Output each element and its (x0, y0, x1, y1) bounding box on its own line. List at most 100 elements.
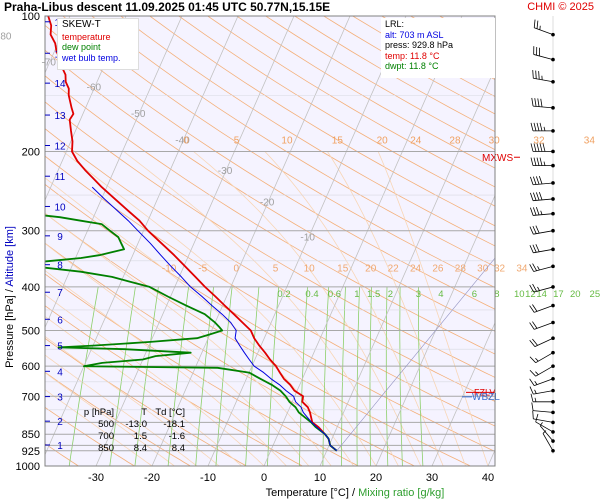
wind-barb (529, 336, 555, 348)
table-row: 700 1.5 -1.6 (76, 431, 188, 443)
isotherm-line (45, 16, 239, 456)
moist-adiabat-label: 28 (455, 263, 467, 274)
pressure-tick-label: 100 (22, 11, 40, 23)
table-cell-td: -18.1 (163, 419, 185, 430)
isotherm-label: -20 (260, 198, 275, 209)
moist-adiabat-label: 10 (304, 263, 316, 274)
x-axis-label-group: Temperature [°C] / Mixing ratio [g/kg] (266, 487, 445, 499)
table-cell-td: 8.4 (171, 443, 185, 454)
wind-barb (529, 303, 555, 313)
wind-barbs (529, 16, 555, 454)
isotherm-line (319, 67, 495, 466)
x-axis-label-sep: / (349, 487, 358, 499)
series-line-temperature (47, 16, 338, 452)
moist-adiabat-line (45, 389, 153, 466)
lrl-dewpoint: dwpt: 11.8 °C (385, 61, 439, 71)
moist-adiabat-label: 34 (516, 263, 528, 274)
mixing-ratio-label: 20 (570, 289, 581, 300)
wind-barb (533, 19, 555, 37)
mixing-ratio-label: 0.2 (277, 289, 290, 300)
isotherm-line (45, 16, 127, 202)
isotherm-label: -10 (300, 233, 315, 244)
dry-adiabat-label: 30 (489, 136, 501, 147)
isotherm-line (431, 321, 495, 466)
wind-barb (531, 402, 555, 415)
dry-adiabat-label: 24 (410, 136, 422, 147)
legend-item-temperature: temperature (62, 31, 111, 42)
wind-barb (542, 430, 555, 453)
wind-barb (539, 422, 555, 443)
series-line-wet-bulb-temp (91, 186, 338, 452)
y-axis-label-sep: / (4, 287, 16, 296)
x-axis-secondary-label: Mixing ratio [g/kg] (358, 487, 444, 499)
moist-adiabat-label: 22 (388, 263, 400, 274)
altitude-tick-label: 9 (57, 232, 63, 243)
moist-adiabat-line (45, 372, 175, 466)
chart-header-title: Praha-Libus descent 11.09.2025 01:45 UTC… (4, 0, 331, 14)
mixing-ratio-label: 2 (388, 289, 393, 300)
wind-barb (529, 376, 555, 386)
table-row: 500 -13.0 -18.1 (76, 419, 188, 431)
altitude-tick-label: 6 (57, 315, 63, 326)
wind-barb (529, 263, 555, 272)
isotherm-line (95, 16, 295, 466)
series-line-dew-point (45, 214, 338, 452)
dry-adiabat-label: 10 (281, 136, 293, 147)
altitude-tick-label: 3 (57, 393, 63, 404)
isotherm-line (487, 449, 495, 466)
wbzl-label: WBZL (472, 392, 500, 403)
chart-grid-labels: -80-70-60-50-40-30-20-100510152024283032… (0, 31, 600, 300)
dry-adiabat-label: 15 (332, 136, 344, 147)
wind-barb (532, 410, 555, 425)
wind-barb (529, 244, 555, 254)
mixing-ratio-label: 0.6 (328, 289, 341, 300)
pressure-tick-label: 300 (22, 226, 40, 238)
pressure-tick-label: 400 (22, 282, 40, 294)
wind-barb (529, 225, 555, 235)
mxws-label: MXWS (482, 153, 513, 164)
dry-adiabat-label: 0 (183, 136, 189, 147)
wind-barb (530, 143, 555, 154)
dry-adiabat-label: 5 (234, 136, 240, 147)
table-header-t: T (141, 407, 147, 418)
isotherm-line (45, 16, 183, 329)
wind-barb (533, 46, 555, 62)
wind-barb (532, 70, 555, 84)
lrl-info: LRL: alt: 703 m ASL press: 929.8 hPa tem… (381, 18, 495, 78)
x-axis-label: Temperature [°C] (266, 487, 349, 499)
y-axis-secondary-label: Altitude [km] (4, 226, 16, 287)
chart-series (45, 16, 495, 452)
temperature-tick-label: 30 (426, 472, 438, 484)
altitude-tick-label: 4 (57, 367, 63, 378)
moist-adiabat-label: 30 (477, 263, 489, 274)
table-row: 850 8.4 8.4 (76, 443, 188, 455)
isotherm-label: -30 (218, 166, 233, 177)
mixing-ratio-label: 6 (472, 289, 477, 300)
pressure-tick-label: 925 (22, 446, 40, 458)
plot-frame (44, 15, 496, 467)
pressure-tick-label: 500 (22, 326, 40, 338)
table-cell-p: 850 (98, 443, 114, 454)
temperature-tick-label: 20 (370, 472, 382, 484)
isotherm-line (375, 194, 495, 466)
mixing-ratio-label: 10 (514, 289, 525, 300)
legend-item-wet-bulb: wet bulb temp. (62, 52, 121, 63)
table-cell-t: 1.5 (133, 431, 147, 442)
wind-barb (530, 191, 555, 202)
isotherm-label: -60 (87, 82, 102, 93)
table-cell-t: -13.0 (125, 419, 147, 430)
isotherm-line (151, 16, 351, 466)
wind-barb (530, 122, 555, 133)
moist-adiabat-label: 32 (494, 263, 506, 274)
lrl-heading: LRL: (385, 19, 405, 29)
isotherm-line (263, 16, 463, 466)
level-table-header: p [hPa] T Td [°C] (76, 407, 188, 419)
mixing-ratio-label: 3 (416, 289, 421, 300)
mixing-ratio-label: 1 (354, 289, 359, 300)
level-table: p [hPa] T Td [°C] 500 -13.0 -18.1 700 1.… (76, 407, 188, 455)
table-cell-td: -1.6 (168, 431, 185, 442)
dry-adiabat-label: 34 (584, 136, 596, 147)
mixing-ratio-label: 25 (590, 289, 600, 300)
